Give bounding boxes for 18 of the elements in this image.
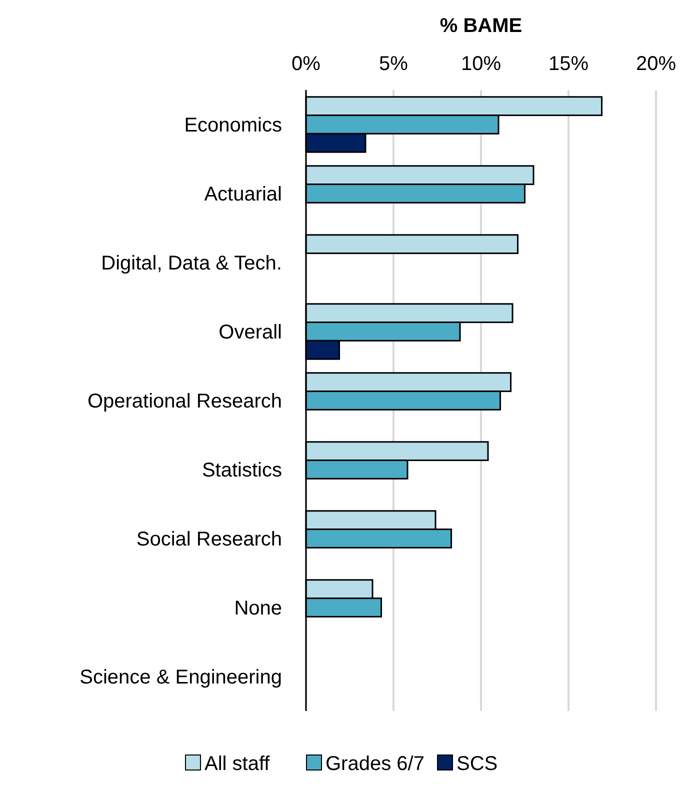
y-tick-label: Statistics	[202, 460, 282, 482]
x-axis-title: % BAME	[440, 15, 522, 37]
x-tick-label: 20%	[636, 53, 676, 75]
y-tick-label: Social Research	[136, 528, 282, 550]
legend-label: All staff	[204, 753, 270, 775]
legend-label: SCS	[456, 753, 498, 775]
legend-label: Grades 6/7	[326, 753, 424, 775]
y-tick-label: Science & Engineering	[80, 666, 282, 688]
x-tick-label: 5%	[379, 53, 408, 75]
y-tick-label: Actuarial	[204, 184, 282, 206]
y-tick-label: None	[234, 598, 282, 620]
y-tick-label: Overall	[218, 322, 282, 344]
x-tick-label: 10%	[460, 53, 502, 75]
y-tick-label: Operational Research	[87, 390, 282, 412]
y-tick-label: Digital, Data & Tech.	[101, 252, 282, 274]
x-tick-label: 0%	[292, 53, 321, 75]
x-tick-label: 15%	[548, 53, 589, 75]
y-tick-label: Economics	[184, 114, 282, 136]
